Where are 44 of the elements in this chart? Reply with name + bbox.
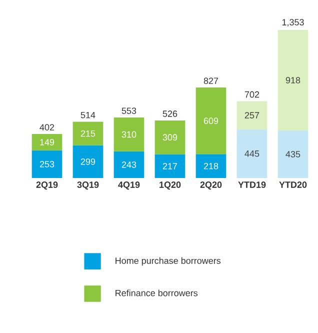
data-label: 609 bbox=[204, 118, 218, 124]
data-label: 299 bbox=[80, 158, 96, 165]
x-tick-label: YTD19 bbox=[238, 182, 266, 188]
x-tick-label: 3Q19 bbox=[77, 182, 99, 190]
bar bbox=[32, 134, 62, 150]
data-label: 445 bbox=[244, 150, 260, 157]
total-label: 402 bbox=[40, 124, 54, 130]
legend-label: Home purchase borrowers bbox=[116, 257, 221, 266]
x-tick-label: 4Q19 bbox=[118, 182, 140, 190]
bar bbox=[236, 129, 268, 178]
bar bbox=[196, 88, 226, 154]
bar bbox=[72, 145, 104, 178]
data-label: 257 bbox=[244, 112, 260, 118]
data-label: 217 bbox=[162, 162, 178, 170]
bar bbox=[72, 122, 104, 146]
x-tick-label: YTD20 bbox=[279, 182, 307, 188]
x-tick-label: 2Q20 bbox=[200, 182, 222, 190]
data-label: 253 bbox=[40, 160, 54, 168]
total-label: 827 bbox=[204, 78, 218, 84]
data-label: 215 bbox=[80, 130, 96, 137]
bar bbox=[196, 154, 226, 178]
bar bbox=[114, 151, 144, 178]
legend-label: Refinance borrowers bbox=[116, 290, 198, 296]
x-tick-label: 1Q20 bbox=[160, 182, 181, 190]
bar bbox=[278, 130, 308, 178]
total-label: 1,353 bbox=[282, 19, 304, 26]
data-label: 918 bbox=[286, 77, 300, 84]
bar bbox=[154, 154, 186, 178]
x-tick-label: 2Q19 bbox=[36, 182, 58, 190]
bar bbox=[114, 118, 144, 152]
data-label: 435 bbox=[286, 151, 300, 158]
bar bbox=[32, 150, 62, 178]
bar bbox=[154, 120, 186, 154]
data-label: 310 bbox=[122, 131, 136, 138]
total-label: 514 bbox=[80, 112, 96, 118]
data-label: 149 bbox=[40, 138, 54, 146]
data-label: 309 bbox=[162, 134, 178, 141]
data-label: 218 bbox=[204, 162, 218, 170]
data-label: 243 bbox=[122, 162, 136, 168]
bar bbox=[278, 30, 308, 130]
total-label: 553 bbox=[122, 108, 136, 114]
total-label: 702 bbox=[244, 91, 260, 98]
total-label: 526 bbox=[162, 110, 178, 117]
bar bbox=[236, 101, 268, 130]
